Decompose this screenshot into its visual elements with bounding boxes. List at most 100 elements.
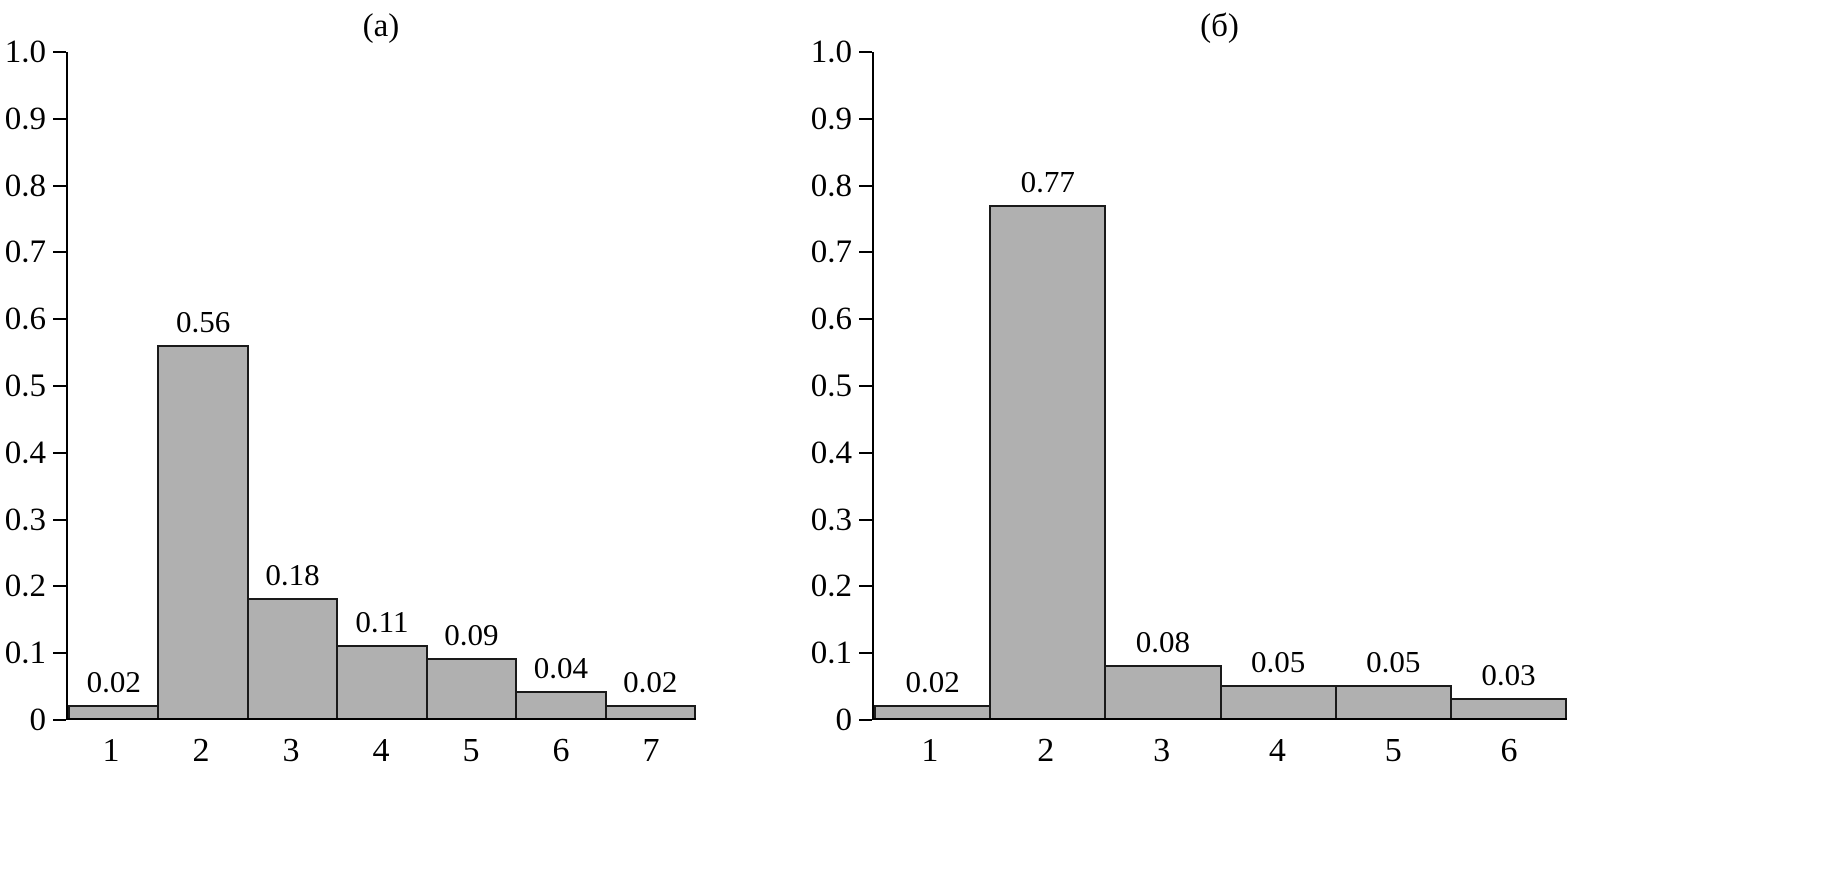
y-tick-label: 0.4 — [810, 434, 852, 471]
bar-value-label: 0.02 — [86, 663, 141, 699]
x-tick-label: 3 — [282, 732, 300, 769]
bar: 0.05 — [1334, 644, 1452, 718]
x-tick-label: 1 — [921, 732, 939, 769]
y-tick: 0 — [835, 702, 872, 738]
y-tick: 0.1 — [811, 636, 872, 670]
y-tick-mark — [53, 585, 66, 588]
y-tick: 0.4 — [5, 436, 66, 470]
y-tick-label: 0.6 — [810, 301, 852, 338]
y-tick-label: 0.2 — [810, 568, 852, 605]
y-tick-label: 0.5 — [4, 368, 46, 404]
y-tick-mark — [859, 719, 872, 721]
bar-cell: 0.02 — [874, 52, 992, 718]
y-tick-label: 0.8 — [810, 167, 852, 204]
y-tick-mark — [53, 51, 66, 53]
y-tick-mark — [53, 385, 66, 387]
chart-title: (а) — [362, 8, 400, 44]
x-tick-label: 5 — [1384, 732, 1402, 769]
x-tick-label: 2 — [192, 732, 210, 769]
y-tick-label: 1.0 — [4, 34, 46, 70]
y-tick-mark — [53, 117, 66, 120]
x-tick-label: 2 — [1037, 732, 1055, 769]
y-tick-mark — [859, 117, 872, 120]
x-axis: 1 2 3 4 5 6 — [872, 720, 1567, 776]
y-tick-mark — [859, 652, 872, 655]
x-tick-label: 6 — [552, 732, 570, 769]
y-tick-label: 0 — [29, 702, 47, 738]
y-tick-mark — [859, 251, 872, 254]
bar: 0.02 — [68, 664, 160, 718]
y-tick-mark — [859, 385, 872, 387]
y-tick-mark — [53, 652, 66, 655]
bar-cell: 0.03 — [1449, 52, 1568, 718]
bar-value-label: 0.77 — [1020, 164, 1075, 200]
y-tick: 0.5 — [5, 369, 66, 403]
y-tick-label: 0.4 — [4, 434, 46, 471]
y-tick: 0.8 — [5, 169, 66, 203]
bar-value-label: 0.05 — [1250, 643, 1306, 679]
bar-cell: 0.05 — [1219, 52, 1337, 718]
y-tick-mark — [859, 585, 872, 588]
y-tick-label: 0.7 — [4, 234, 46, 271]
bar: 0.05 — [1219, 644, 1337, 718]
y-tick: 0.9 — [811, 102, 872, 136]
bar-cell: 0.11 — [336, 52, 428, 718]
bar-cell: 0.02 — [68, 52, 160, 718]
chart-panel-b: (б) 0 0.1 0.2 0.3 0.4 0.5 0.6 0.7 0.8 0.9 1.0 0.02… — [808, 6, 1568, 776]
y-tick-label: 0.3 — [4, 501, 46, 538]
y-tick: 0.9 — [5, 102, 66, 136]
y-tick-label: 0.6 — [4, 301, 46, 338]
bar: 0.02 — [604, 664, 696, 718]
y-tick-mark — [53, 719, 66, 721]
y-tick: 1.0 — [5, 35, 66, 69]
x-tick-label: 3 — [1153, 732, 1171, 769]
bar: 0.04 — [515, 650, 607, 718]
y-tick-mark — [859, 318, 872, 321]
bar-cell: 0.02 — [604, 52, 696, 718]
y-tick: 0.4 — [811, 436, 872, 470]
y-tick: 0.8 — [811, 169, 872, 203]
bar-cell: 0.05 — [1334, 52, 1452, 718]
y-tick-mark — [53, 451, 66, 454]
x-tick-label: 7 — [642, 732, 660, 769]
y-tick-label: 0.1 — [810, 635, 852, 672]
y-tick-mark — [859, 184, 872, 187]
bar: 0.09 — [425, 617, 518, 718]
chart-title: (б) — [1200, 8, 1239, 44]
y-tick: 0.3 — [5, 503, 66, 537]
y-tick: 0.6 — [5, 302, 66, 336]
y-tick-label: 0.5 — [810, 368, 852, 404]
bar-value-label: 0.02 — [623, 663, 678, 699]
bar-value-label: 0.18 — [265, 557, 320, 593]
bar: 0.56 — [157, 304, 249, 718]
bar-cell: 0.77 — [989, 52, 1107, 718]
bar: 0.08 — [1104, 624, 1222, 718]
bar-value-label: 0.09 — [444, 617, 499, 653]
y-tick-label: 0.9 — [810, 100, 852, 137]
y-tick-label: 0 — [835, 702, 853, 738]
y-tick-label: 0.9 — [4, 100, 46, 137]
y-tick-label: 1.0 — [810, 34, 852, 70]
y-tick: 1.0 — [811, 35, 872, 69]
y-tick-mark — [53, 318, 66, 321]
chart-panel-a: (а) 0 0.1 0.2 0.3 0.4 0.5 0.6 0.7 0.8 0.9 1.0 0.02… — [2, 6, 696, 776]
bar: 0.77 — [989, 164, 1107, 718]
bar-cell: 0.09 — [425, 52, 518, 718]
bar-value-label: 0.03 — [1481, 657, 1536, 693]
y-tick-mark — [53, 184, 66, 187]
bar-value-label: 0.02 — [905, 663, 960, 699]
y-tick: 0.3 — [811, 503, 872, 537]
x-axis: 1 2 3 4 5 6 7 — [66, 720, 696, 776]
y-tick: 0.5 — [811, 369, 872, 403]
y-tick: 0.7 — [5, 235, 66, 269]
y-tick-mark — [859, 451, 872, 454]
bar-value-label: 0.08 — [1135, 623, 1191, 659]
bar-cell: 0.18 — [246, 52, 339, 718]
x-tick-label: 4 — [1268, 732, 1286, 769]
bar: 0.02 — [874, 664, 992, 718]
x-tick-label: 4 — [372, 732, 390, 769]
y-tick: 0.2 — [5, 569, 66, 603]
bar-value-label: 0.56 — [176, 304, 231, 340]
bar: 0.18 — [246, 557, 339, 718]
